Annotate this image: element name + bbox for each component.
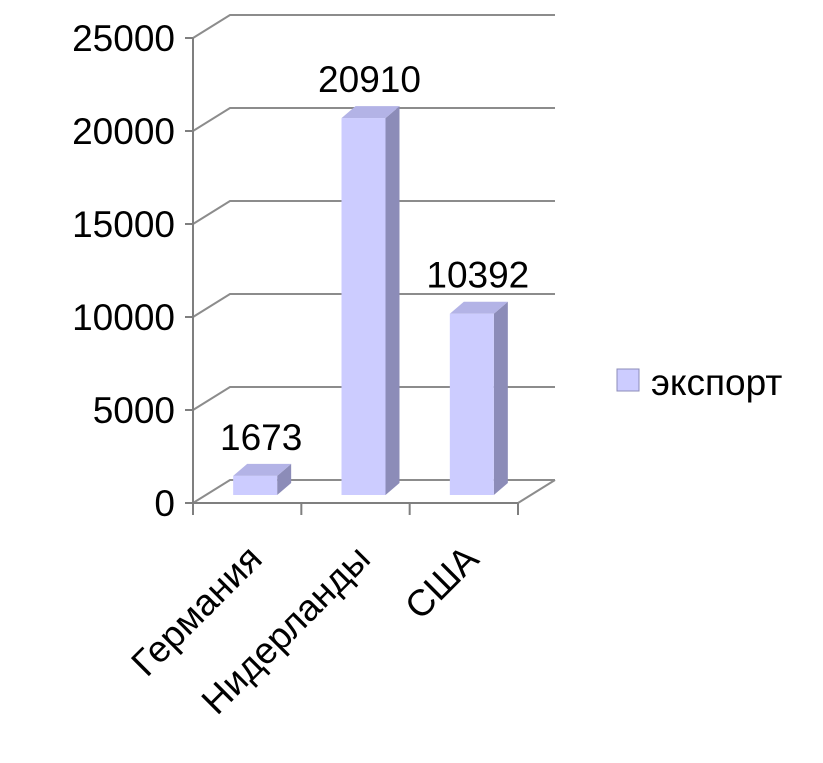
bar-layer: [233, 106, 508, 495]
y-tick-label-0: 0: [154, 483, 175, 524]
y-tick-label-3: 15000: [72, 204, 175, 245]
bar-top-1: [341, 106, 400, 119]
bar-2: [449, 313, 494, 495]
y-tick-label-1: 5000: [93, 390, 175, 431]
gridline-3: [192, 200, 555, 225]
category-label-2: США: [397, 537, 487, 627]
legend: экспорт: [616, 362, 782, 403]
bar-1: [341, 118, 386, 495]
gridline-1: [192, 386, 555, 411]
grid-layer: [192, 14, 556, 504]
bar-side-1: [385, 106, 400, 495]
bar-top-0: [233, 463, 292, 476]
y-tick-label-2: 10000: [72, 297, 175, 338]
bar-0: [233, 475, 278, 495]
gridline-0: [192, 479, 555, 504]
floor-edge: [517, 479, 556, 504]
gridline-5: [192, 14, 555, 39]
gridline-2: [192, 293, 555, 318]
legend-label: экспорт: [651, 362, 782, 403]
legend-swatch: [616, 368, 640, 392]
data-label-1: 20910: [318, 59, 421, 100]
bar-side-2: [493, 301, 508, 495]
bar-top-2: [449, 301, 508, 314]
y-tick-label-4: 20000: [72, 111, 175, 152]
y-tick-label-5: 25000: [72, 18, 175, 59]
gridline-4: [192, 107, 555, 132]
data-label-0: 1673: [220, 417, 302, 458]
data-label-2: 10392: [426, 255, 529, 296]
axis-layer: [185, 37, 519, 515]
bar-side-0: [277, 463, 292, 495]
